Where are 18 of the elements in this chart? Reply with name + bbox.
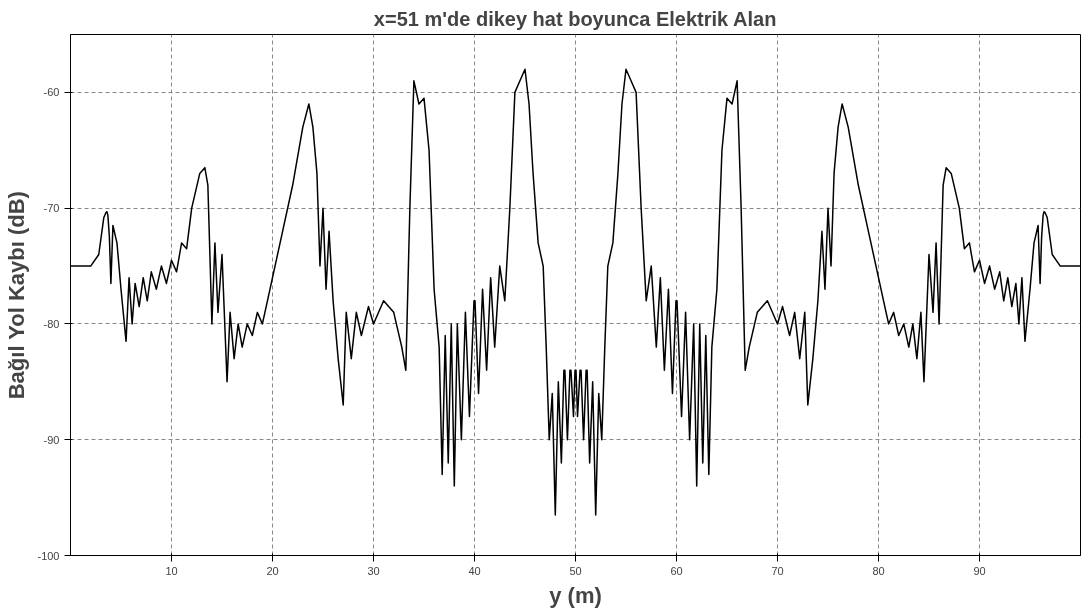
x-tick-label: 10 [165,564,178,577]
x-tick-label: 60 [670,564,683,577]
x-tick-label: 30 [367,564,380,577]
y-tick-label: -70 [43,202,60,215]
x-axis-title: y (m) [549,582,602,608]
y-tick-label: -100 [37,549,60,562]
x-tick-label: 50 [569,564,582,577]
x-tick-label: 40 [468,564,481,577]
line-series [70,68,1081,516]
x-tick-label: 90 [973,564,986,577]
y-axis-title: Bağıl Yol Kaybı (dB) [4,191,30,400]
x-tick-label: 70 [771,564,784,577]
x-tick-label: 20 [266,564,279,577]
y-tick-label: -60 [43,86,60,99]
chart-title: x=51 m'de dikey hat boyunca Elektrik Alan [373,7,777,30]
y-tick-label: -90 [43,433,60,446]
y-tick-label: -80 [43,317,60,330]
x-tick-label: 80 [872,564,885,577]
